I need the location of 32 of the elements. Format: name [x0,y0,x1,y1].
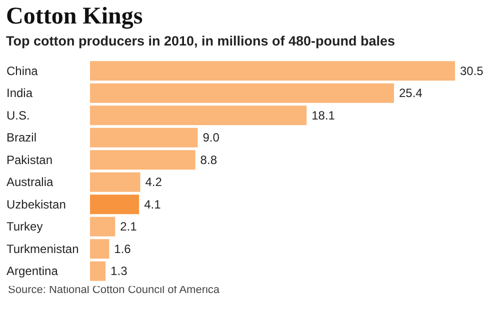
y-tick-label: China [6,64,38,78]
bar [90,239,110,259]
bar [90,61,455,81]
y-tick-label: Turkey [6,220,43,234]
y-tick-label: Argentina [6,264,58,278]
data-label: 4.2 [145,175,162,190]
y-tick-label: Pakistan [6,152,53,167]
bar [90,150,196,170]
chart-subtitle: Top cotton producers in 2010, in millions of 480-pound bales [6,34,396,48]
data-label: 8.8 [200,152,218,167]
data-label: 1.3 [110,264,128,278]
bar [90,194,140,214]
data-label: 18.1 [312,108,336,122]
y-tick-label: Australia [6,175,54,190]
bar [90,216,116,236]
data-label: 30.5 [460,64,484,78]
chart-title: Cotton Kings [6,4,143,30]
data-label: 9.0 [202,130,220,145]
y-tick-label: Uzbekistan [6,197,66,212]
data-label: 25.4 [398,86,423,100]
bar [90,172,140,192]
data-label: 2.1 [120,220,138,234]
bar [90,106,307,126]
bar [90,83,394,103]
y-tick-label: India [6,86,33,100]
y-tick-label: Turkmenistan [6,242,79,256]
y-tick-label: Brazil [6,130,37,145]
data-label: 1.6 [114,242,132,256]
bar [90,128,198,148]
y-tick-label: U.S. [6,108,30,122]
data-label: 4.1 [144,197,162,212]
bar [90,261,106,281]
